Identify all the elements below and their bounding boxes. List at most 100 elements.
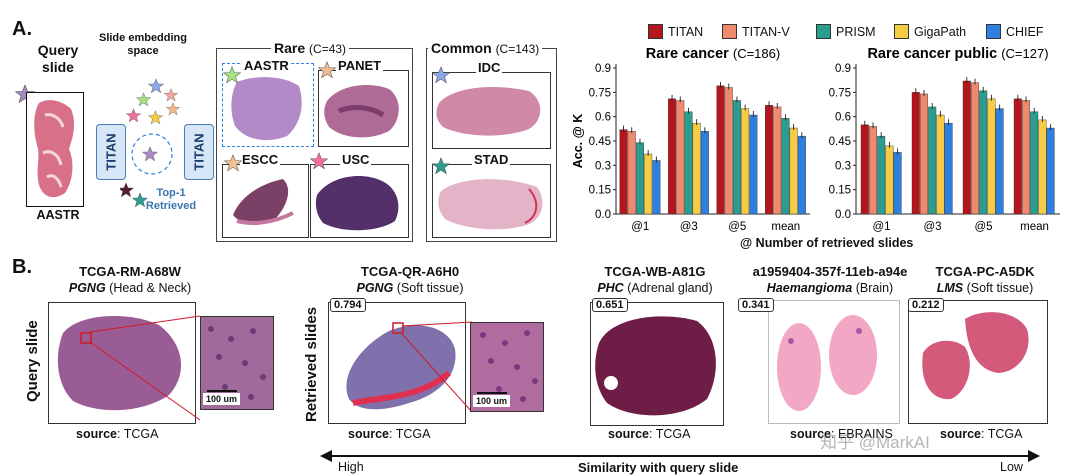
tissue-image xyxy=(324,85,399,138)
case-id: TCGA-RM-A68W xyxy=(79,264,181,279)
legend-swatch xyxy=(816,24,831,39)
bar xyxy=(635,142,644,215)
case-diagnosis: PGNG (Soft tissue) xyxy=(356,281,464,295)
similarity-score: 0.651 xyxy=(592,298,628,312)
bar xyxy=(979,90,988,215)
case-source: source: TCGA xyxy=(608,427,691,441)
high-label: High xyxy=(338,460,364,474)
similarity-label: Similarity with query slide xyxy=(578,460,739,475)
zoom-lines xyxy=(89,315,200,421)
retrieved-zoom-patch: 100 um xyxy=(470,322,544,412)
usc-star-icon xyxy=(310,152,328,170)
legend-swatch xyxy=(894,24,909,39)
x-tick-label: mean xyxy=(771,221,800,233)
tissue-image xyxy=(595,316,716,416)
bar xyxy=(1038,119,1047,215)
bar xyxy=(716,85,725,215)
retrieved-case-thumbnail xyxy=(768,300,900,424)
y-tick-label: 0.0 xyxy=(595,209,611,221)
idc-star-icon xyxy=(432,66,450,84)
bar xyxy=(749,114,758,215)
scale-bar: 100 um xyxy=(473,392,511,407)
titan-encoder-left: TITAN xyxy=(96,124,126,180)
common-group-title: Common (C=143) xyxy=(428,40,543,56)
bar xyxy=(724,87,733,215)
common-slide-label-idc: IDC xyxy=(476,60,503,75)
case-id: TCGA-PC-A5DK xyxy=(935,264,1035,279)
legend-item-prism: PRISM xyxy=(816,24,876,39)
tissue-image xyxy=(438,179,543,230)
tissue-image xyxy=(315,176,399,231)
y-tick-label: 0.6 xyxy=(835,112,851,124)
rare-slide-escc xyxy=(222,164,309,238)
x-tick-label: @3 xyxy=(923,221,941,233)
tissue-image xyxy=(922,312,1029,400)
legend-label: TITAN-V xyxy=(742,24,790,39)
retrieved-case-thumbnail xyxy=(328,302,466,424)
watermark: 知乎 @MarkAI xyxy=(820,433,930,452)
query-row-label: Query slide xyxy=(24,320,41,402)
bar xyxy=(773,106,782,215)
chart-title: Rare cancer public (C=127) xyxy=(867,46,1048,62)
case-source: source: TCGA xyxy=(940,427,1023,441)
bar xyxy=(692,122,701,215)
legend-label: PRISM xyxy=(836,24,876,39)
legend-item-titan: TITAN xyxy=(648,24,703,39)
legend-item-titan-v: TITAN-V xyxy=(722,24,790,39)
bar xyxy=(684,111,693,215)
common-slide-stad xyxy=(432,164,551,238)
tissue-image xyxy=(436,87,541,136)
legend-item-chief: CHIEF xyxy=(986,24,1044,39)
bar xyxy=(700,131,709,215)
tissue-image xyxy=(34,100,75,198)
bar xyxy=(619,129,628,215)
bar xyxy=(1046,127,1055,215)
embedding-space-title: Slide embedding space xyxy=(98,32,187,57)
legend-label: GigaPath xyxy=(914,24,967,39)
bar xyxy=(652,160,661,215)
y-tick-label: 0.0 xyxy=(835,209,851,221)
panel-a-letter: A. xyxy=(12,18,32,40)
legend-swatch xyxy=(722,24,737,39)
y-tick-label: 0.9 xyxy=(835,63,851,75)
bar xyxy=(676,100,685,215)
y-axis-label: Acc. @ K xyxy=(571,114,585,169)
bar xyxy=(885,145,894,215)
similarity-arrow xyxy=(320,450,1040,462)
bar xyxy=(789,127,798,215)
query-slide-thumbnail xyxy=(26,92,84,207)
legend-label: TITAN xyxy=(668,24,704,39)
y-tick-label: 0.3 xyxy=(595,160,611,172)
y-tick-label: 0.9 xyxy=(595,63,611,75)
legend-swatch xyxy=(986,24,1001,39)
chart-title: Rare cancer (C=186) xyxy=(646,46,780,62)
escc-star-icon xyxy=(224,154,242,172)
case-id: TCGA-QR-A6H0 xyxy=(360,264,460,279)
low-label: Low xyxy=(1000,460,1023,474)
rare-cancer-chart: Rare cancer (C=186) Acc. @ K 0.0 0.15 0.3 0.4… xyxy=(571,46,810,233)
panel-b-letter: B. xyxy=(12,256,32,278)
bar xyxy=(919,93,928,215)
bar xyxy=(860,124,869,215)
tissue-image xyxy=(346,322,456,410)
bar xyxy=(936,114,945,215)
panet-star-icon xyxy=(318,61,336,79)
bar xyxy=(781,118,790,215)
bar xyxy=(765,105,774,215)
bar xyxy=(668,98,677,215)
query-zoom-patch: 100 um xyxy=(200,316,274,410)
common-slide-idc xyxy=(432,72,551,149)
y-tick-label: 0.75 xyxy=(589,87,611,99)
x-tick-label: @1 xyxy=(631,221,649,233)
case-source: source: TCGA xyxy=(348,427,431,441)
top1-retrieved-label: Top-1 Retrieved xyxy=(145,187,197,212)
zoom-lines xyxy=(401,321,472,413)
rare-slide-aastr xyxy=(222,63,314,147)
x-tick-label: @3 xyxy=(680,221,698,233)
query-slide-title: Query slide xyxy=(37,42,79,75)
similarity-score: 0.794 xyxy=(330,298,366,312)
bar xyxy=(627,131,636,215)
x-tick-label: mean xyxy=(1020,221,1049,233)
bar xyxy=(869,126,878,215)
legend-label: CHIEF xyxy=(1006,24,1044,39)
